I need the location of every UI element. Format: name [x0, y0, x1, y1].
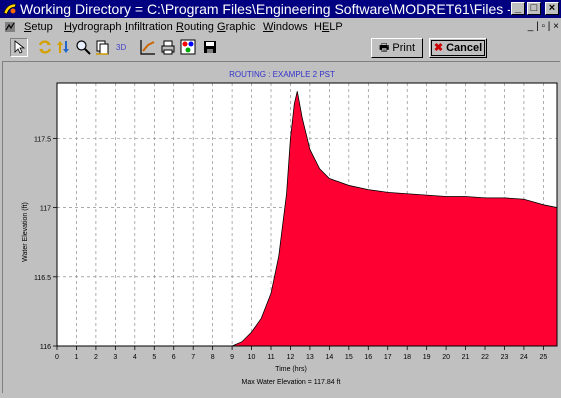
x-tick-label: 20 — [442, 354, 450, 361]
menu-bar: Setup Hydrograph Infiltration Routing Gr… — [0, 18, 561, 36]
x-tick-label: 10 — [248, 354, 256, 361]
pointer-tool-button[interactable] — [10, 38, 28, 57]
x-tick-label: 17 — [384, 354, 392, 361]
print-button-label: Print — [392, 42, 416, 54]
elevation-line — [57, 91, 558, 347]
x-tick-label: 4 — [133, 354, 137, 361]
x-tick-label: 22 — [481, 354, 489, 361]
print-icon[interactable] — [160, 39, 176, 55]
menu-setup-label: etup — [31, 21, 53, 33]
x-tick-label: 12 — [287, 354, 295, 361]
x-axis-label: Time (hrs) — [275, 366, 307, 373]
3d-label: 3D — [116, 43, 126, 52]
x-tick-label: 23 — [501, 354, 509, 361]
x-tick-label: 16 — [364, 354, 372, 361]
mdi-child-icon[interactable] — [4, 21, 16, 33]
y-tick-label: 116 — [40, 344, 51, 351]
max-elevation-note: Max Water Elevation = 117.84 ft — [241, 379, 340, 386]
cancel-button-label: Cancel — [446, 42, 483, 54]
mdi-window-controls[interactable]: _ | ▫ | × — [527, 21, 559, 32]
menu-help[interactable]: HELP — [314, 21, 343, 33]
pointer-icon — [14, 40, 26, 54]
updown-arrows-icon[interactable] — [55, 39, 71, 55]
chart-title: ROUTING : EXAMPLE 2 PST — [229, 70, 335, 79]
x-tick-label: 15 — [345, 354, 353, 361]
3d-icon[interactable]: 3D — [115, 39, 131, 55]
hydrograph-chart: ROUTING : EXAMPLE 2 PST 0 1 2 3 4 5 6 7 8 9 10 11 12… — [22, 70, 558, 386]
print-button[interactable]: 🖶 Print — [371, 38, 423, 58]
x-tick-label: 7 — [191, 354, 195, 361]
y-tick-label: 116.5 — [34, 275, 51, 282]
window-title: Working Directory = C:\Program Files\Eng… — [20, 1, 510, 17]
save-icon[interactable] — [202, 39, 218, 55]
plot-window: ROUTING : EXAMPLE 2 PST 0 1 2 3 4 5 6 7 8 9 10 11 12… — [2, 61, 560, 393]
x-tick-label: 11 — [267, 354, 274, 361]
x-tick-label: 6 — [172, 354, 176, 361]
cancel-button[interactable]: ✖ Cancel — [429, 38, 487, 58]
cancel-x-icon: ✖ — [433, 42, 444, 54]
zoom-icon[interactable] — [75, 39, 91, 55]
menu-windows-label: indows — [273, 21, 308, 33]
color-palette-icon[interactable] — [180, 39, 196, 55]
x-tick-label: 1 — [75, 354, 79, 361]
x-tick-label: 9 — [230, 354, 234, 361]
plot-frame — [56, 82, 558, 347]
x-tick-label: 21 — [462, 354, 470, 361]
copy-icon[interactable] — [94, 39, 110, 55]
menu-graphic-label: raphic — [225, 21, 256, 33]
x-tick-label: 2 — [94, 354, 98, 361]
print-button-icon: 🖶 — [378, 42, 390, 54]
x-tick-label: 24 — [520, 354, 528, 361]
x-tick-label: 25 — [539, 354, 547, 361]
y-axis-label: Water Elevation (ft) — [22, 202, 29, 262]
close-button[interactable]: × — [545, 2, 559, 15]
x-tick-label: 0 — [55, 354, 59, 361]
menu-routing[interactable]: Routing — [176, 21, 214, 33]
x-tick-label: 5 — [152, 354, 156, 361]
x-tick-label: 8 — [211, 354, 215, 361]
elevation-area — [57, 91, 557, 346]
menu-hydrograph-label: ydrograph — [71, 21, 122, 33]
x-tick-label: 19 — [423, 354, 431, 361]
refresh-icon[interactable] — [37, 39, 53, 55]
x-tick-label: 3 — [113, 354, 117, 361]
title-bar: Working Directory = C:\Program Files\Eng… — [0, 0, 561, 18]
x-tick-label: 13 — [306, 354, 314, 361]
menu-setup[interactable]: Setup — [24, 21, 53, 33]
menu-infiltration[interactable]: Infiltration — [125, 21, 173, 33]
menu-windows[interactable]: Windows — [263, 21, 308, 33]
minimize-button[interactable]: _ — [511, 2, 525, 15]
menu-routing-label: outing — [183, 21, 214, 33]
y-tick-label: 117.5 — [34, 136, 51, 143]
x-tick-label: 14 — [325, 354, 333, 361]
menu-infiltration-label: nfiltration — [128, 21, 173, 33]
y-tick-label: 117 — [40, 206, 51, 213]
menu-hydrograph[interactable]: Hydrograph — [64, 21, 122, 33]
toolbar: 3D 🖶 Print ✖ Cancel — [0, 36, 561, 60]
maximize-button[interactable]: □ — [527, 2, 541, 15]
app-icon — [3, 3, 17, 15]
menu-help-label: LP — [329, 21, 343, 33]
menu-graphic[interactable]: Graphic — [217, 21, 256, 33]
x-tick-label: 18 — [403, 354, 411, 361]
chart-edit-icon[interactable] — [140, 39, 156, 55]
